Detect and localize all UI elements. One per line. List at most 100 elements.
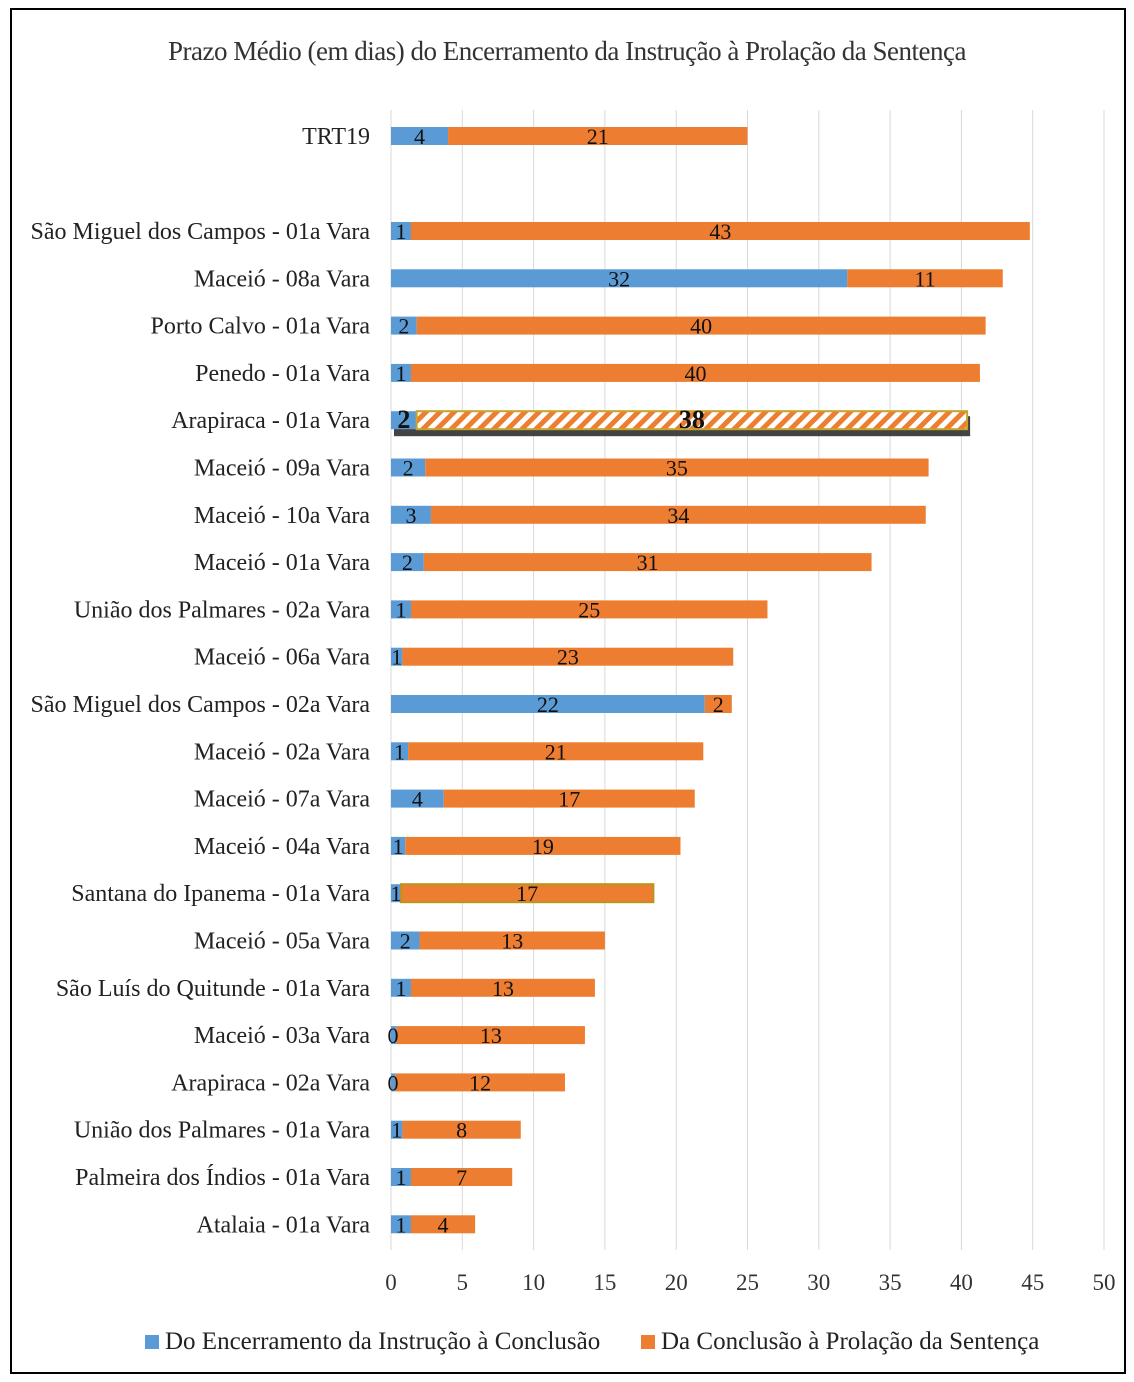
chart-title: Prazo Médio (em dias) do Encerramento da… <box>168 36 966 66</box>
data-label-series-2: 13 <box>480 1023 502 1048</box>
data-label-series-1: 3 <box>405 503 416 528</box>
category-label: Penedo - 01a Vara <box>195 361 370 387</box>
category-label: Porto Calvo - 01a Vara <box>150 314 370 340</box>
bar-segment-series-2 <box>396 1026 585 1045</box>
data-label-series-1: 2 <box>400 929 411 954</box>
data-label-series-1: 4 <box>412 787 423 812</box>
bar-segment-series-1 <box>391 931 420 950</box>
bar-segment-series-2 <box>410 1168 513 1186</box>
category-label: Atalaia - 01a Vara <box>197 1212 371 1238</box>
category-label: Maceió - 02a Vara <box>194 739 370 765</box>
bar-segment-series-1 <box>391 553 424 572</box>
bar-segment-series-1 <box>391 1120 403 1139</box>
x-tick-label: 40 <box>950 1270 973 1295</box>
x-tick-label: 25 <box>736 1270 759 1295</box>
bar-segment-series-2 <box>410 978 595 997</box>
data-label-series-2: 21 <box>587 124 609 149</box>
bar-segment-series-1 <box>391 269 848 288</box>
legend: Da Conclusão à Prolação da Sentença <box>641 1324 1039 1360</box>
bar-segment-series-2 <box>399 883 655 904</box>
bar-segment-series-1 <box>391 127 449 145</box>
x-tick-label: 20 <box>665 1270 688 1295</box>
data-label-series-1: 1 <box>395 1212 406 1237</box>
bar-segment-series-2 <box>402 1120 521 1139</box>
x-tick-label: 35 <box>879 1270 902 1295</box>
bar-segment-series-2 <box>410 600 768 619</box>
bar-segment-series-1 <box>391 316 417 335</box>
data-label-series-1: 2 <box>403 456 414 481</box>
category-label: Maceió - 10a Vara <box>194 503 370 529</box>
category-label: Arapiraca - 02a Vara <box>171 1070 370 1096</box>
data-label-series-2: 35 <box>666 456 688 481</box>
category-label: Maceió - 01a Vara <box>194 550 370 576</box>
bar-segment-series-2 <box>395 1073 565 1092</box>
x-tick-label: 10 <box>522 1270 545 1295</box>
data-label-series-1: 1 <box>395 597 406 622</box>
data-label-series-1: 2 <box>398 314 409 339</box>
bar-segment-series-1 <box>391 458 426 477</box>
data-label-series-1: 1 <box>395 1165 406 1190</box>
bar-segment-series-2 <box>415 410 969 431</box>
data-label-series-1: 1 <box>395 361 406 386</box>
bar-segment-series-1 <box>391 1215 411 1234</box>
data-label-series-2: 25 <box>578 597 600 622</box>
data-label-series-1: 1 <box>395 219 406 244</box>
data-label-series-2: 40 <box>684 361 706 386</box>
gridlines <box>390 110 1105 1250</box>
bar-segment-series-1 <box>391 647 403 666</box>
data-label-series-2: 11 <box>914 266 935 291</box>
bar-segment-series-1 <box>391 789 444 808</box>
category-label: Maceió - 09a Vara <box>194 456 370 482</box>
bar-segment-series-2 <box>405 836 681 855</box>
bar-segment-series-2 <box>408 742 704 761</box>
legend-swatch-blue <box>145 1335 159 1349</box>
category-label: São Miguel dos Campos - 02a Vara <box>30 692 370 718</box>
data-label-series-2: 12 <box>469 1070 491 1095</box>
data-label-series-2: 23 <box>557 645 579 670</box>
bar-segment-series-2 <box>410 363 980 382</box>
data-label-series-1: 32 <box>608 266 630 291</box>
data-label-series-1: 0 <box>388 1023 399 1048</box>
category-label: Maceió - 04a Vara <box>194 834 370 860</box>
data-label-series-2: 21 <box>545 739 567 764</box>
category-label: Palmeira dos Índios - 01a Vara <box>75 1165 370 1191</box>
data-label-series-1: 1 <box>390 881 401 906</box>
category-label: Santana do Ipanema - 01a Vara <box>71 881 370 907</box>
x-axis-ticks: 0 5 10 15 20 25 30 35 40 45 50 <box>385 1270 1115 1295</box>
data-label-series-2: 40 <box>690 314 712 339</box>
data-label-series-2: 43 <box>709 219 731 244</box>
bar-segment-series-2 <box>419 931 605 950</box>
data-label-series-1: 0 <box>388 1070 399 1095</box>
x-tick-label: 15 <box>593 1270 616 1295</box>
data-label-series-1: 22 <box>537 692 559 717</box>
bar-segment-series-1 <box>391 411 417 430</box>
bar-segment-series-2 <box>448 127 748 145</box>
category-label: Maceió - 05a Vara <box>194 929 370 955</box>
data-label-series-2: 17 <box>516 881 538 906</box>
bar-segment-series-1 <box>391 1026 397 1045</box>
bar-segment-series-1 <box>391 363 411 382</box>
bar-segment-series-1 <box>391 836 406 855</box>
bar-segment-series-1 <box>391 505 431 524</box>
data-label-series-2: 7 <box>456 1165 467 1190</box>
bar-segment-series-1 <box>391 695 705 713</box>
bar-segment-series-1 <box>391 600 411 619</box>
category-label: Maceió - 08a Vara <box>194 266 370 292</box>
data-label-series-2: 8 <box>456 1118 467 1143</box>
legend-label-series-1: Do Encerramento da Instrução à Conclusão <box>165 1328 601 1355</box>
bar-segment-series-2 <box>402 647 734 666</box>
bar-segment-series-1 <box>391 742 409 761</box>
data-label-series-1: 1 <box>391 1118 402 1143</box>
bar-segment-series-2 <box>430 505 926 524</box>
data-label-series-2: 38 <box>679 405 705 434</box>
category-label: TRT19 <box>302 124 370 150</box>
bar-segment-series-2 <box>423 553 872 572</box>
data-label-series-1: 1 <box>393 834 404 859</box>
data-label-series-1: 1 <box>391 645 402 670</box>
bar-segment-series-2 <box>425 458 929 477</box>
category-label: Arapiraca - 01a Vara <box>171 408 370 434</box>
legend-label-series-2: Da Conclusão à Prolação da Sentença <box>661 1328 1040 1355</box>
data-label-series-1: 2 <box>402 550 413 575</box>
category-label: São Miguel dos Campos - 01a Vara <box>30 219 370 245</box>
